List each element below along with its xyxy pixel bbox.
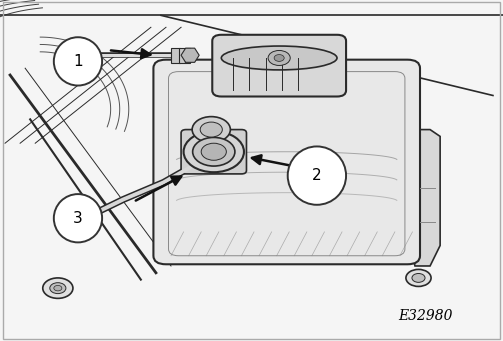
Circle shape xyxy=(274,55,284,61)
Circle shape xyxy=(184,131,244,172)
Circle shape xyxy=(54,285,62,291)
Circle shape xyxy=(412,273,425,282)
FancyBboxPatch shape xyxy=(153,60,420,264)
Circle shape xyxy=(43,278,73,298)
Polygon shape xyxy=(181,48,199,62)
Ellipse shape xyxy=(54,194,102,242)
Text: 3: 3 xyxy=(73,211,83,226)
FancyBboxPatch shape xyxy=(212,35,346,97)
Ellipse shape xyxy=(54,37,102,86)
Text: 2: 2 xyxy=(312,168,322,183)
Circle shape xyxy=(50,283,66,294)
FancyBboxPatch shape xyxy=(181,130,246,174)
Circle shape xyxy=(201,143,226,160)
FancyBboxPatch shape xyxy=(171,48,180,63)
Circle shape xyxy=(200,122,222,137)
FancyBboxPatch shape xyxy=(179,48,185,63)
Circle shape xyxy=(192,117,230,143)
Circle shape xyxy=(268,50,290,65)
Ellipse shape xyxy=(288,146,346,205)
Ellipse shape xyxy=(221,46,337,70)
Text: E32980: E32980 xyxy=(398,309,452,324)
FancyBboxPatch shape xyxy=(185,48,190,63)
Circle shape xyxy=(406,269,431,286)
Polygon shape xyxy=(410,130,440,266)
Circle shape xyxy=(193,137,235,166)
Text: 1: 1 xyxy=(73,54,83,69)
